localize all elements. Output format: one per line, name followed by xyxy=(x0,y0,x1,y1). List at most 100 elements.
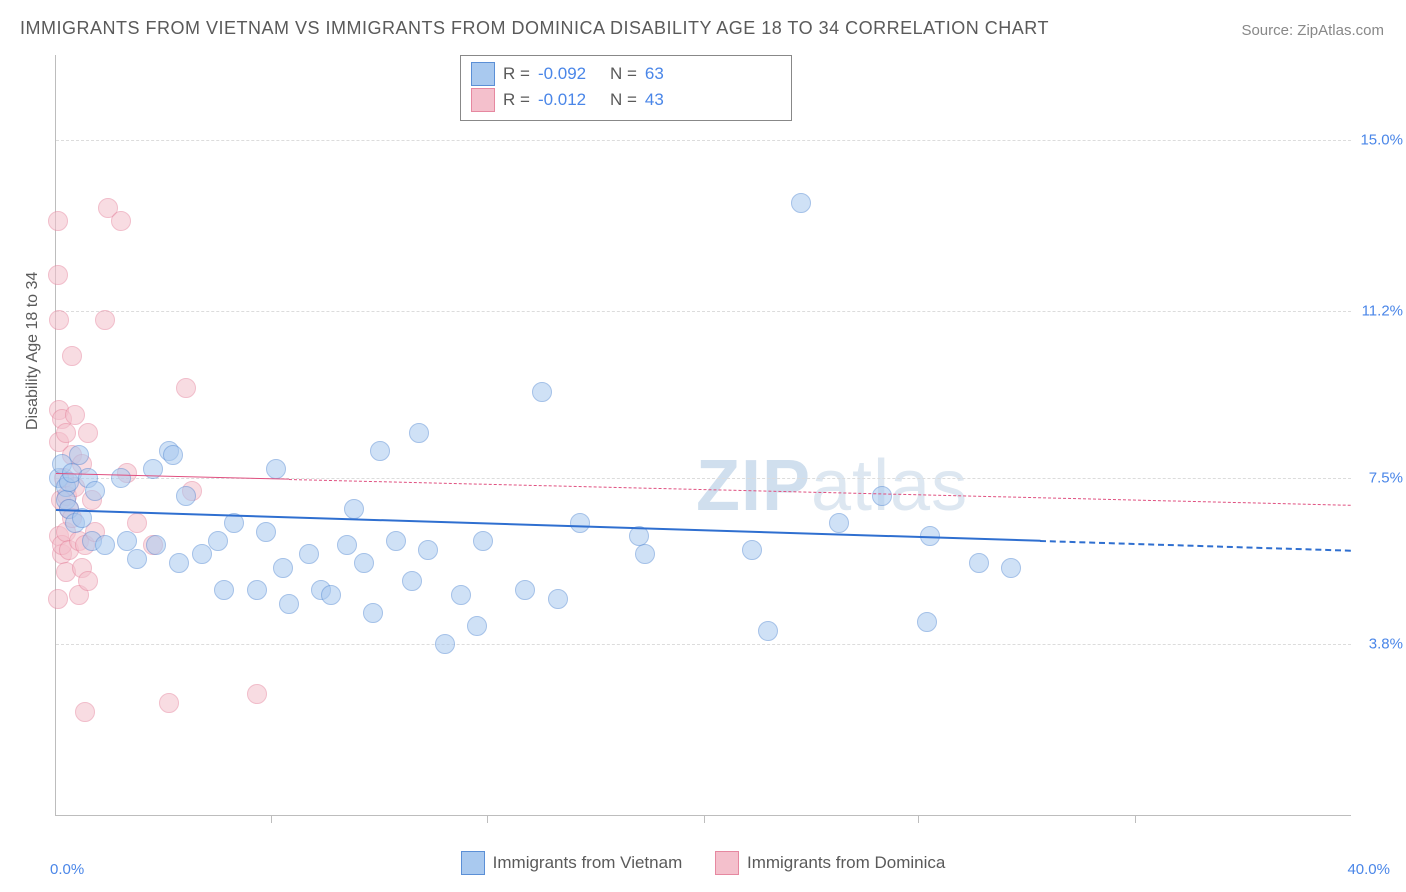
ytick-label: 3.8% xyxy=(1369,636,1403,653)
scatter-point xyxy=(247,684,267,704)
gridline-h xyxy=(56,140,1351,141)
n-label: N = xyxy=(610,90,637,110)
chart-title: IMMIGRANTS FROM VIETNAM VS IMMIGRANTS FR… xyxy=(20,18,1049,39)
ytick-label: 7.5% xyxy=(1369,469,1403,486)
scatter-point xyxy=(127,549,147,569)
scatter-point xyxy=(266,459,286,479)
scatter-point xyxy=(159,693,179,713)
scatter-point xyxy=(548,589,568,609)
scatter-point xyxy=(48,211,68,231)
scatter-point xyxy=(872,486,892,506)
scatter-point xyxy=(829,513,849,533)
scatter-point xyxy=(256,522,276,542)
scatter-point xyxy=(1001,558,1021,578)
scatter-point xyxy=(337,535,357,555)
scatter-point xyxy=(176,378,196,398)
scatter-point xyxy=(354,553,374,573)
legend-label: Immigrants from Vietnam xyxy=(493,853,683,873)
xtick xyxy=(704,815,705,823)
scatter-point xyxy=(65,405,85,425)
scatter-point xyxy=(78,423,98,443)
scatter-point xyxy=(917,612,937,632)
scatter-point xyxy=(273,558,293,578)
ytick-label: 15.0% xyxy=(1360,132,1403,149)
scatter-point xyxy=(279,594,299,614)
legend-stats-row-1: R = -0.012 N = 43 xyxy=(471,88,781,112)
scatter-point xyxy=(78,571,98,591)
scatter-point xyxy=(299,544,319,564)
scatter-point xyxy=(435,634,455,654)
scatter-point xyxy=(532,382,552,402)
xtick xyxy=(1135,815,1136,823)
x-min-label: 0.0% xyxy=(50,861,84,878)
scatter-point xyxy=(176,486,196,506)
scatter-point xyxy=(117,531,137,551)
scatter-point xyxy=(214,580,234,600)
plot-area: ZIPatlas 3.8%7.5%11.2%15.0% xyxy=(55,55,1351,816)
xtick xyxy=(271,815,272,823)
xtick xyxy=(918,815,919,823)
scatter-point xyxy=(321,585,341,605)
scatter-point xyxy=(344,499,364,519)
source-label: Source: ZipAtlas.com xyxy=(1241,22,1384,39)
scatter-point xyxy=(75,702,95,722)
scatter-point xyxy=(69,445,89,465)
y-axis-label: Disability Age 18 to 34 xyxy=(24,272,42,430)
scatter-point xyxy=(402,571,422,591)
scatter-point xyxy=(169,553,189,573)
legend-swatch-icon xyxy=(715,851,739,875)
scatter-point xyxy=(515,580,535,600)
legend-item-1: Immigrants from Dominica xyxy=(715,851,945,875)
scatter-point xyxy=(95,535,115,555)
scatter-point xyxy=(409,423,429,443)
scatter-point xyxy=(163,445,183,465)
scatter-point xyxy=(386,531,406,551)
trend-line-dashed xyxy=(1040,540,1351,552)
legend-swatch-0 xyxy=(471,62,495,86)
scatter-point xyxy=(467,616,487,636)
scatter-point xyxy=(742,540,762,560)
scatter-point xyxy=(363,603,383,623)
scatter-point xyxy=(969,553,989,573)
r-value: -0.092 xyxy=(538,64,602,84)
scatter-point xyxy=(95,310,115,330)
scatter-point xyxy=(451,585,471,605)
ytick-label: 11.2% xyxy=(1362,303,1403,320)
scatter-point xyxy=(247,580,267,600)
scatter-point xyxy=(127,513,147,533)
legend-item-0: Immigrants from Vietnam xyxy=(461,851,683,875)
legend-stats: R = -0.092 N = 63 R = -0.012 N = 43 xyxy=(460,55,792,121)
trend-line-dashed xyxy=(289,479,1351,506)
scatter-point xyxy=(49,310,69,330)
scatter-point xyxy=(791,193,811,213)
gridline-h xyxy=(56,644,1351,645)
scatter-point xyxy=(192,544,212,564)
scatter-point xyxy=(111,211,131,231)
scatter-point xyxy=(370,441,390,461)
scatter-point xyxy=(635,544,655,564)
legend-bottom: Immigrants from Vietnam Immigrants from … xyxy=(0,851,1406,880)
scatter-point xyxy=(62,346,82,366)
scatter-point xyxy=(85,481,105,501)
scatter-point xyxy=(570,513,590,533)
trend-line xyxy=(56,509,1040,542)
n-label: N = xyxy=(610,64,637,84)
scatter-point xyxy=(48,589,68,609)
scatter-point xyxy=(111,468,131,488)
legend-stats-row-0: R = -0.092 N = 63 xyxy=(471,62,781,86)
gridline-h xyxy=(56,311,1351,312)
scatter-point xyxy=(48,265,68,285)
scatter-point xyxy=(418,540,438,560)
scatter-point xyxy=(56,423,76,443)
scatter-point xyxy=(758,621,778,641)
xtick xyxy=(487,815,488,823)
x-max-label: 40.0% xyxy=(1347,861,1390,878)
n-value: 63 xyxy=(645,64,664,84)
legend-label: Immigrants from Dominica xyxy=(747,853,945,873)
r-label: R = xyxy=(503,64,530,84)
legend-swatch-icon xyxy=(461,851,485,875)
scatter-point xyxy=(146,535,166,555)
scatter-point xyxy=(208,531,228,551)
r-value: -0.012 xyxy=(538,90,602,110)
n-value: 43 xyxy=(645,90,664,110)
